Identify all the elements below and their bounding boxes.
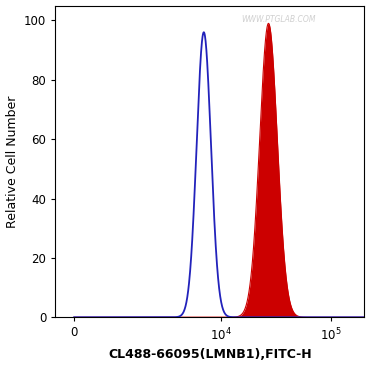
Y-axis label: Relative Cell Number: Relative Cell Number [6, 95, 18, 228]
X-axis label: CL488-66095(LMNB1),FITC-H: CL488-66095(LMNB1),FITC-H [108, 348, 312, 361]
Text: WWW.PTGLAB.COM: WWW.PTGLAB.COM [241, 15, 315, 24]
